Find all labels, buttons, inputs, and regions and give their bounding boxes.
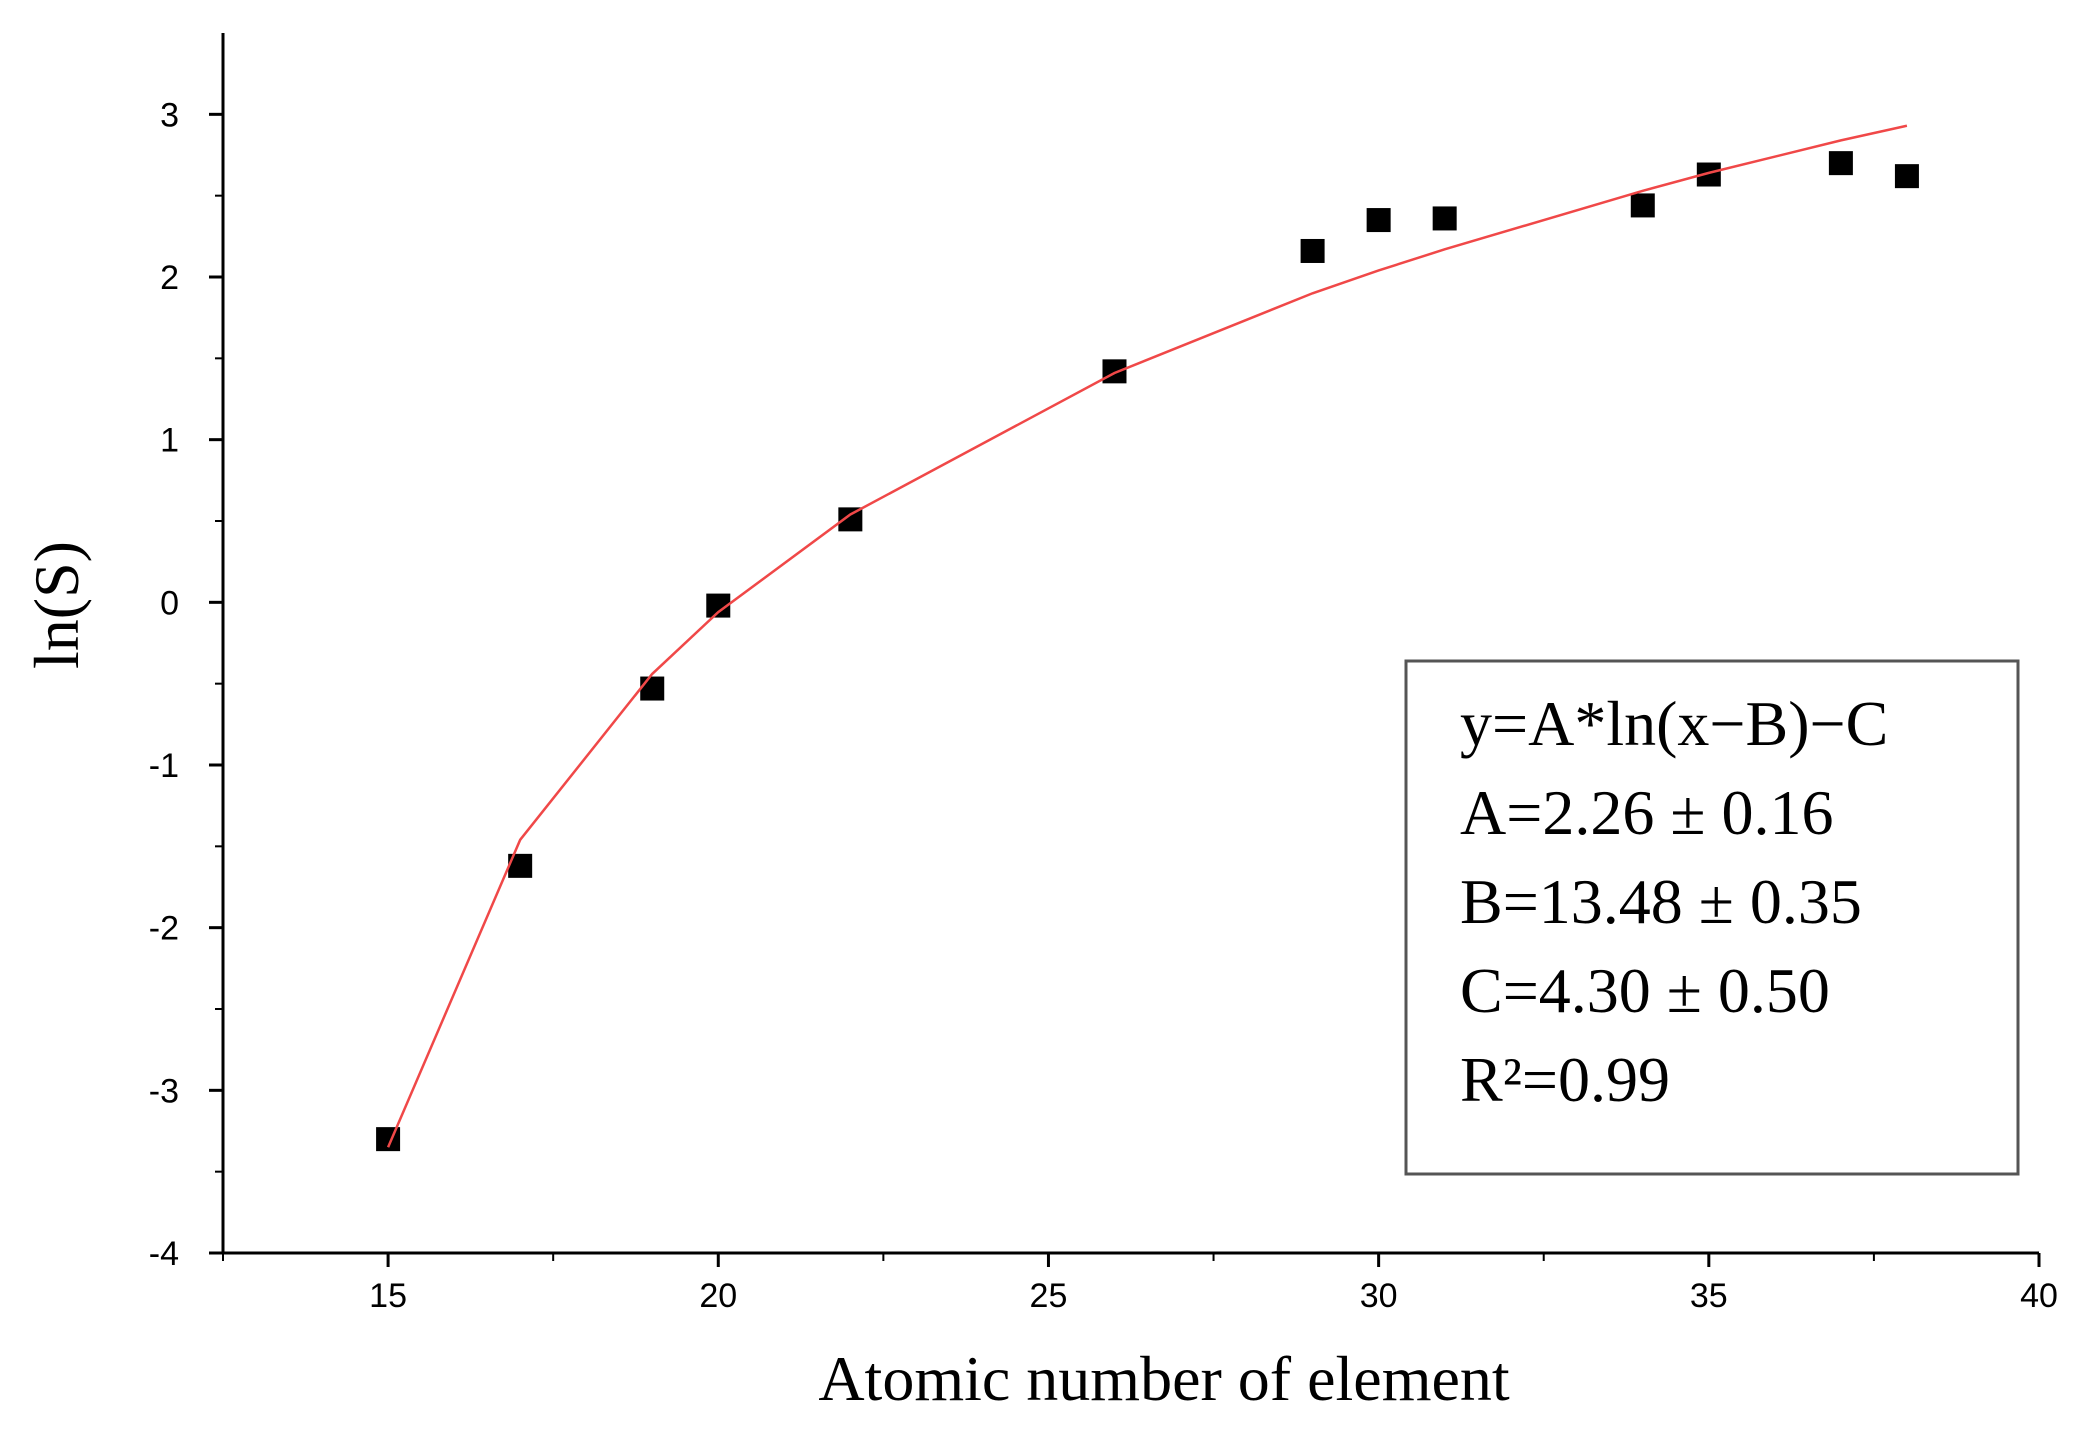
x-tick-label: 20	[699, 1277, 737, 1315]
data-point	[1366, 208, 1391, 233]
y-tick-label: -3	[149, 1072, 179, 1110]
fit-line	[386, 124, 1908, 1148]
y-tick-label: -1	[149, 747, 179, 785]
data-point	[640, 676, 665, 701]
y-tick-label: 2	[160, 259, 179, 297]
x-tick-label: 30	[1360, 1277, 1398, 1315]
y-tick-label: 3	[160, 96, 179, 134]
fit-equation: B=13.48 ± 0.35	[1460, 866, 1862, 937]
data-point	[1894, 164, 1919, 189]
data-point	[1828, 151, 1853, 176]
fit-equation: A=2.26 ± 0.16	[1460, 777, 1833, 848]
fit-equation: y=A*ln(x−B)−C	[1460, 688, 1888, 759]
data-point	[838, 507, 863, 532]
x-tick-label: 35	[1690, 1277, 1728, 1315]
fit-box	[1404, 659, 2020, 1176]
y-tick-label: -2	[149, 910, 179, 948]
x-axis-title: Atomic number of element	[818, 1343, 1510, 1414]
data-point	[1630, 193, 1655, 218]
x-tick-label: 40	[2020, 1277, 2058, 1315]
x-tick-label: 25	[1030, 1277, 1068, 1315]
y-tick-label: -4	[149, 1235, 179, 1273]
data-point	[1300, 238, 1325, 263]
data-point	[1432, 206, 1457, 231]
y-axis-title: ln(S)	[21, 541, 92, 669]
fit-equation: R²=0.99	[1460, 1044, 1670, 1115]
y-tick-label: 0	[160, 584, 179, 622]
fit-equation: C=4.30 ± 0.50	[1460, 955, 1830, 1026]
y-tick-label: 1	[160, 422, 179, 460]
data-point	[1102, 359, 1127, 384]
x-tick-label: 15	[369, 1277, 407, 1315]
